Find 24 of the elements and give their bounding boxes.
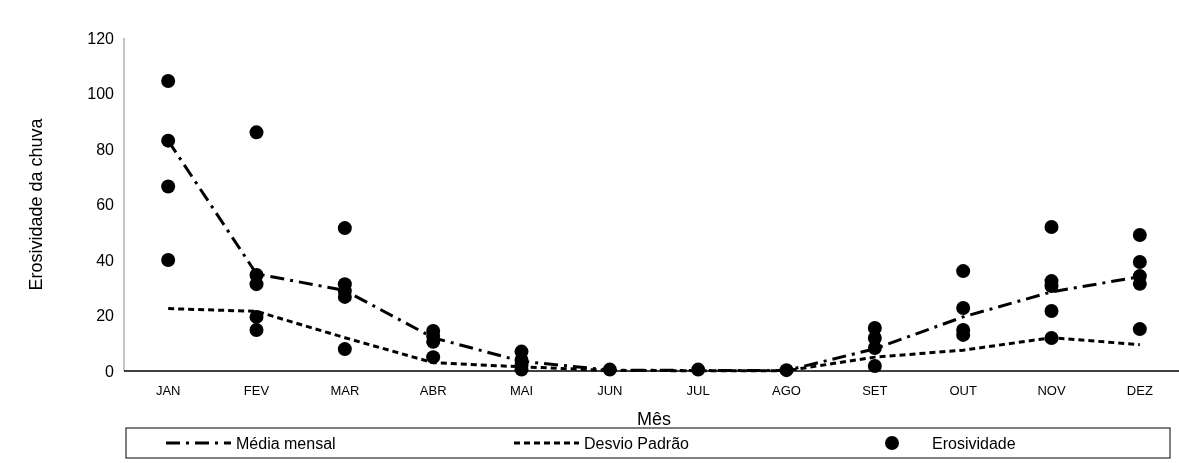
x-tick-label: ABR [419, 383, 447, 398]
x-tick-label: MAR [330, 383, 360, 398]
x-tick-label: FEV [243, 383, 270, 398]
y-tick-label: 120 [87, 29, 115, 47]
x-tick-label: OUT [949, 383, 977, 398]
x-tick-label: SET [862, 383, 888, 398]
x-tick-label: DEZ [1126, 383, 1153, 398]
x-tick-label: NOV [1037, 383, 1066, 398]
y-tick-label: 20 [96, 307, 115, 325]
y-tick-label: 100 [87, 85, 115, 103]
legend-label: Erosividade [932, 434, 1016, 452]
x-tick-label: JAN [155, 383, 181, 398]
x-tick-label: MAI [509, 383, 534, 398]
y-tick-label: 40 [96, 251, 115, 269]
legend-label: Desvio Padrão [584, 434, 690, 452]
x-tick-label: JUN [597, 383, 623, 398]
y-tick-label: 0 [105, 362, 115, 380]
x-axis-title: Mês [636, 409, 672, 429]
x-tick-label: AGO [772, 383, 801, 398]
legend-label: Média mensal [236, 434, 336, 452]
y-axis-title: Erosividade da chuva [26, 117, 46, 291]
y-tick-label: 60 [96, 196, 115, 214]
x-tick-label: JUL [686, 383, 710, 398]
y-tick-label: 80 [96, 140, 115, 158]
